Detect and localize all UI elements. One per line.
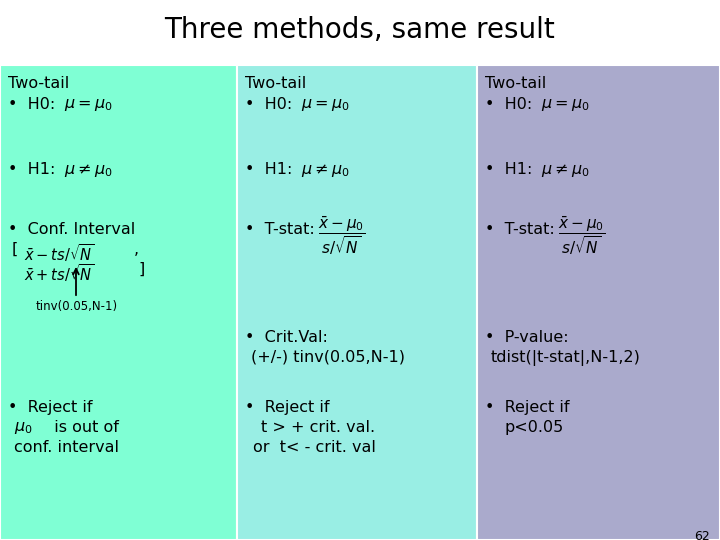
Text: $\dfrac{\bar{x} - \mu_0}{s / \sqrt{N}}$: $\dfrac{\bar{x} - \mu_0}{s / \sqrt{N}}$ [558, 214, 605, 257]
Bar [477, 65, 720, 540]
Text: $\mu \neq \mu_0$: $\mu \neq \mu_0$ [301, 162, 349, 179]
Text: Two-tail: Two-tail [245, 76, 306, 91]
Text: p<0.05: p<0.05 [505, 420, 564, 435]
Text: (+/-) tinv(0.05,N-1): (+/-) tinv(0.05,N-1) [251, 350, 405, 365]
Text: [: [ [12, 242, 18, 257]
Text: or  t< - crit. val: or t< - crit. val [253, 440, 376, 455]
Text: •  H0:: • H0: [8, 97, 60, 112]
Text: •  Reject if: • Reject if [245, 400, 330, 415]
Text: •  H1:: • H1: [8, 162, 60, 177]
Text: ]: ] [138, 262, 144, 277]
Text: tinv(0.05,N-1): tinv(0.05,N-1) [36, 300, 118, 313]
Text: $\bar{x} - ts/\sqrt{N}$: $\bar{x} - ts/\sqrt{N}$ [24, 242, 95, 264]
Text: t > + crit. val.: t > + crit. val. [261, 420, 375, 435]
Text: •  H0:: • H0: [245, 97, 297, 112]
Bar [0, 65, 237, 540]
Text: $\mu \neq \mu_0$: $\mu \neq \mu_0$ [64, 162, 112, 179]
Text: •  T-stat:: • T-stat: [485, 222, 554, 237]
Text: •  Conf. Interval: • Conf. Interval [8, 222, 135, 237]
Text: •  Crit.Val:: • Crit.Val: [245, 330, 328, 345]
Text: $\mu_0$: $\mu_0$ [14, 420, 32, 436]
Text: $\mu = \mu_0$: $\mu = \mu_0$ [64, 97, 112, 113]
Text: is out of: is out of [44, 420, 119, 435]
Text: $\dfrac{\bar{x} - \mu_0}{s / \sqrt{N}}$: $\dfrac{\bar{x} - \mu_0}{s / \sqrt{N}}$ [318, 214, 365, 257]
Text: •  H1:: • H1: [245, 162, 297, 177]
Text: Two-tail: Two-tail [8, 76, 69, 91]
Text: $\bar{x} + ts/\sqrt{N}$: $\bar{x} + ts/\sqrt{N}$ [24, 262, 95, 284]
Text: conf. interval: conf. interval [14, 440, 119, 455]
Text: •  Reject if: • Reject if [485, 400, 570, 415]
Text: •  Reject if: • Reject if [8, 400, 92, 415]
Text: •  T-stat:: • T-stat: [245, 222, 315, 237]
Bar [237, 65, 477, 540]
Text: •  P-value:: • P-value: [485, 330, 569, 345]
Text: $\mu = \mu_0$: $\mu = \mu_0$ [301, 97, 349, 113]
Text: Three methods, same result: Three methods, same result [165, 16, 555, 44]
Text: tdist(|t-stat|,N-1,2): tdist(|t-stat|,N-1,2) [491, 350, 641, 366]
Text: •  H0:: • H0: [485, 97, 537, 112]
Text: $\mu = \mu_0$: $\mu = \mu_0$ [541, 97, 590, 113]
Text: 62: 62 [694, 530, 710, 540]
Text: $\mu \neq \mu_0$: $\mu \neq \mu_0$ [541, 162, 590, 179]
Text: Two-tail: Two-tail [485, 76, 546, 91]
Text: ,: , [134, 242, 139, 257]
Text: •  H1:: • H1: [485, 162, 538, 177]
